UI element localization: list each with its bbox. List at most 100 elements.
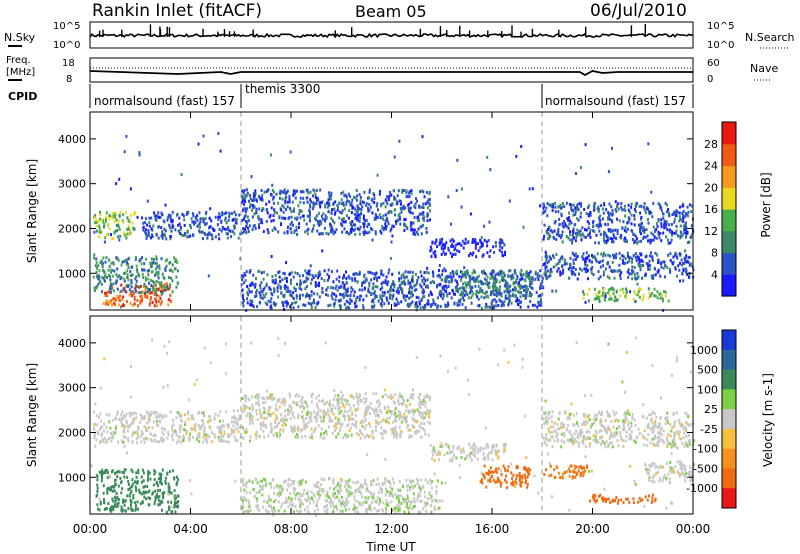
heatmap-cell <box>499 238 502 242</box>
heatmap-cell <box>222 419 224 423</box>
heatmap-cell <box>690 210 693 214</box>
heatmap-cell <box>93 256 95 260</box>
heatmap-cell <box>635 259 638 263</box>
heatmap-cell <box>485 240 488 244</box>
heatmap-cell <box>669 228 672 232</box>
heatmap-cell <box>686 205 689 209</box>
heatmap-cell <box>536 305 539 309</box>
heatmap-cell <box>268 412 271 416</box>
heatmap-cell <box>623 204 626 208</box>
heatmap-cell <box>316 196 319 200</box>
heatmap-cell <box>498 298 501 302</box>
heatmap-cell <box>660 222 663 226</box>
heatmap-cell <box>424 305 427 309</box>
heatmap-cell <box>198 433 201 437</box>
heatmap-cell <box>209 225 212 229</box>
heatmap-cell <box>304 401 307 404</box>
heatmap-cell <box>549 234 552 238</box>
heatmap-cell <box>270 219 273 223</box>
heatmap-cell <box>315 202 318 205</box>
heatmap-cell <box>345 195 348 199</box>
heatmap-cell <box>134 480 136 484</box>
heatmap-cell <box>121 297 124 301</box>
heatmap-cell <box>545 206 548 210</box>
heatmap-cell <box>539 300 542 304</box>
heatmap-cell <box>311 301 314 305</box>
heatmap-cell <box>489 293 492 297</box>
heatmap-cell <box>137 272 140 276</box>
heatmap-cell <box>572 227 575 231</box>
heatmap-cell <box>669 259 672 262</box>
heatmap-cell <box>121 289 124 293</box>
heatmap-cell <box>258 435 261 439</box>
heatmap-cell <box>173 503 176 507</box>
heatmap-cell <box>180 414 183 418</box>
heatmap-cell <box>251 395 254 399</box>
heatmap-cell <box>344 433 347 437</box>
heatmap-cell <box>636 276 639 280</box>
heatmap-cell <box>682 214 684 217</box>
heatmap-cell <box>114 213 117 217</box>
heatmap-cell <box>284 217 287 220</box>
heatmap-cell <box>249 414 252 418</box>
heatmap-cell <box>136 441 139 445</box>
heatmap-cell <box>652 225 655 229</box>
heatmap-cell <box>485 290 488 294</box>
heatmap-cell <box>158 267 161 271</box>
heatmap-cell <box>642 296 645 300</box>
heatmap-cell <box>120 305 123 309</box>
heatmap-cell <box>164 269 167 272</box>
heatmap-cell <box>258 207 261 211</box>
heatmap-cell <box>498 270 501 274</box>
heatmap-cell <box>111 212 114 215</box>
heatmap-cell <box>463 266 466 270</box>
heatmap-cell <box>108 275 111 279</box>
heatmap-cell <box>489 168 492 172</box>
heatmap-cell <box>351 422 354 426</box>
heatmap-cell <box>178 430 181 434</box>
heatmap-cell <box>666 266 669 270</box>
heatmap-cell <box>141 480 143 484</box>
heatmap-cell <box>505 284 508 288</box>
heatmap-cell <box>358 392 361 396</box>
heatmap-cell <box>315 418 318 422</box>
heatmap-cell <box>361 281 364 285</box>
heatmap-cell <box>484 271 487 275</box>
heatmap-cell <box>355 392 358 396</box>
heatmap-cell <box>454 278 457 282</box>
heatmap-cell <box>237 418 240 422</box>
heatmap-cell <box>299 284 302 288</box>
heatmap-cell <box>327 304 330 308</box>
heatmap-cell <box>149 261 152 265</box>
heatmap-cell <box>594 257 597 261</box>
heatmap-cell <box>417 276 420 279</box>
heatmap-cell <box>270 395 273 399</box>
heatmap-cell <box>346 294 349 298</box>
heatmap-cell <box>289 395 292 399</box>
heatmap-cell <box>640 215 643 219</box>
heatmap-cell <box>135 489 138 492</box>
heatmap-cell <box>628 256 631 260</box>
heatmap-cell <box>242 304 245 308</box>
heatmap-cell <box>410 393 413 397</box>
heatmap-cell <box>434 303 437 306</box>
heatmap-cell <box>157 424 160 427</box>
heatmap-cell <box>350 223 352 227</box>
heatmap-cell <box>125 412 128 416</box>
heatmap-cell <box>442 247 445 251</box>
heatmap-cell <box>625 296 628 300</box>
heatmap-cell <box>387 409 390 413</box>
heatmap-cell <box>504 250 507 254</box>
heatmap-cell <box>629 256 632 260</box>
heatmap-cell <box>250 418 253 422</box>
heatmap-cell <box>165 282 168 286</box>
heatmap-cell <box>109 290 112 294</box>
heatmap-cell <box>378 192 381 196</box>
heatmap-cell <box>634 293 637 297</box>
heatmap-cell <box>677 211 680 215</box>
heatmap-cell <box>217 218 220 222</box>
heatmap-cell <box>405 405 408 409</box>
heatmap-cell <box>386 416 389 420</box>
heatmap-cell <box>376 400 378 404</box>
heatmap-cell <box>327 232 330 236</box>
